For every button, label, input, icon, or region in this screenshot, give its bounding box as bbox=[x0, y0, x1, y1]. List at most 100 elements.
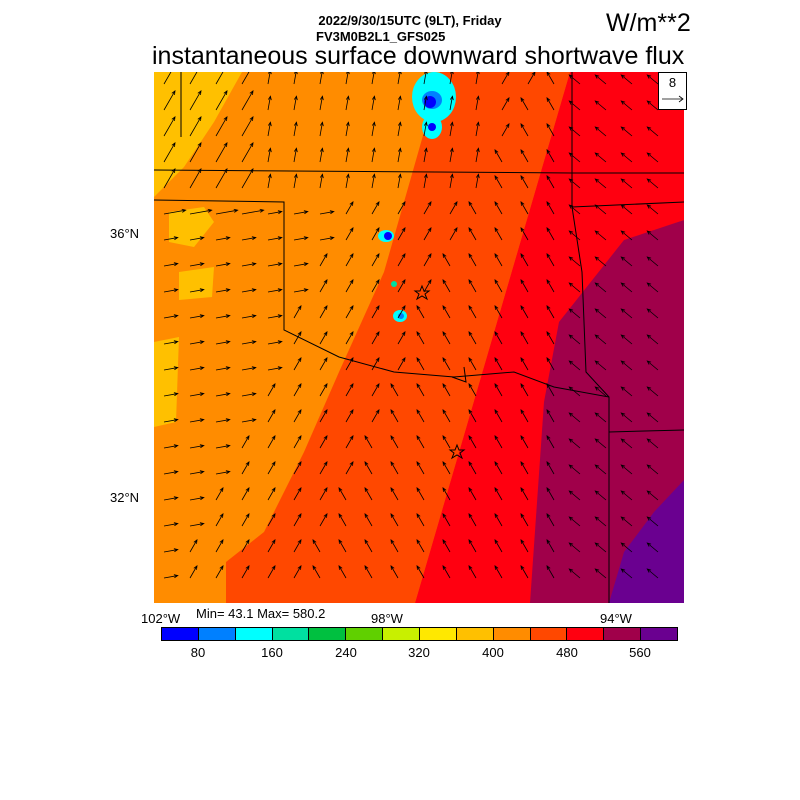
wind-arrow-icon bbox=[494, 148, 503, 163]
wind-arrow-icon bbox=[594, 334, 607, 345]
wind-arrow-icon bbox=[371, 200, 380, 215]
wind-arrow-icon bbox=[397, 121, 402, 137]
datetime-header: 2022/9/30/15UTC (9LT), Friday bbox=[318, 13, 502, 28]
wind-arrow-icon bbox=[468, 278, 477, 293]
wind-arrow-icon bbox=[189, 538, 198, 553]
wind-arrow-icon bbox=[371, 95, 376, 111]
wind-arrow-icon bbox=[215, 288, 231, 293]
wind-arrow-icon bbox=[442, 278, 451, 293]
wind-arrow-icon bbox=[494, 408, 503, 423]
wind-arrow-icon bbox=[163, 392, 179, 397]
wind-arrow-icon bbox=[546, 200, 555, 215]
wind-arrow-icon bbox=[215, 72, 224, 85]
wind-arrow-icon bbox=[646, 74, 659, 85]
wind-arrow-icon bbox=[241, 208, 265, 215]
wind-arrow-icon bbox=[442, 434, 451, 449]
wind-arrow-icon bbox=[468, 460, 477, 475]
wind-arrow-icon bbox=[468, 304, 477, 319]
wind-arrow-icon bbox=[345, 382, 354, 397]
wind-arrow-icon bbox=[293, 147, 298, 163]
wind-arrow-icon bbox=[468, 434, 477, 449]
wind-arrow-icon bbox=[267, 314, 283, 319]
wind-arrow-icon bbox=[293, 408, 302, 423]
wind-arrow-icon bbox=[494, 304, 503, 319]
wind-arrow-icon bbox=[345, 356, 354, 371]
wind-arrow-icon bbox=[423, 226, 432, 241]
wind-arrow-icon bbox=[397, 200, 406, 215]
colorbar-swatch bbox=[272, 628, 310, 640]
wind-arrow-icon bbox=[620, 412, 633, 423]
reference-vector-legend: 8 bbox=[658, 72, 687, 110]
wind-arrow-icon bbox=[520, 564, 529, 579]
wind-arrow-icon bbox=[364, 434, 373, 449]
colorbar-label: 160 bbox=[261, 645, 283, 660]
wind-arrow-icon bbox=[520, 278, 529, 293]
wind-arrow-icon bbox=[371, 173, 376, 189]
wind-arrow-icon bbox=[163, 116, 176, 137]
wind-arrow-icon bbox=[494, 512, 503, 527]
wind-arrow-icon bbox=[371, 147, 376, 163]
wind-arrow-icon bbox=[594, 490, 607, 501]
wind-arrow-icon bbox=[293, 512, 302, 527]
wind-arrow-icon bbox=[163, 522, 179, 527]
wind-arrow-icon bbox=[442, 486, 451, 501]
wind-arrow-icon bbox=[520, 382, 529, 397]
wind-arrow-icon bbox=[423, 72, 428, 85]
region-purple bbox=[609, 480, 684, 603]
wind-arrow-icon bbox=[646, 360, 659, 371]
wind-arrow-icon bbox=[546, 356, 555, 371]
wind-arrow-icon bbox=[189, 340, 205, 345]
wind-arrow-icon bbox=[293, 173, 298, 189]
wind-arrow-icon bbox=[267, 460, 276, 475]
region-red-orange bbox=[226, 72, 570, 603]
wind-arrow-icon bbox=[594, 568, 607, 579]
wind-arrow-icon bbox=[319, 512, 328, 527]
wind-arrow-icon bbox=[620, 516, 633, 527]
wind-arrow-icon bbox=[371, 330, 380, 345]
wind-arrow-icon bbox=[293, 121, 298, 137]
wind-arrow-icon bbox=[241, 564, 250, 579]
wind-arrow-icon bbox=[520, 226, 529, 241]
wind-arrow-icon bbox=[319, 95, 324, 111]
wind-arrow-icon bbox=[468, 252, 477, 267]
wind-arrow-icon bbox=[397, 252, 406, 267]
wind-arrow-icon bbox=[215, 314, 231, 319]
wind-arrow-icon bbox=[416, 486, 425, 501]
wind-arrow-icon bbox=[241, 236, 257, 241]
wind-arrow-icon bbox=[520, 460, 529, 475]
wind-arrow-icon bbox=[397, 95, 402, 111]
wind-arrow-icon bbox=[189, 72, 198, 85]
wind-arrow-icon bbox=[319, 460, 328, 475]
wind-arrow-icon bbox=[215, 208, 239, 215]
wind-arrow-icon bbox=[338, 564, 347, 579]
map-field bbox=[154, 72, 684, 603]
wind-arrow-icon bbox=[267, 121, 272, 137]
lon-label: 94°W bbox=[600, 611, 632, 626]
wind-arrow-icon bbox=[620, 360, 633, 371]
wind-arrow-icon bbox=[494, 564, 503, 579]
wind-arrow-icon bbox=[390, 460, 399, 475]
wind-arrow-icon bbox=[546, 72, 555, 85]
wind-arrow-icon bbox=[293, 288, 309, 293]
wind-arrow-icon bbox=[594, 386, 607, 397]
wind-arrow-icon bbox=[546, 278, 555, 293]
wind-arrow-icon bbox=[494, 200, 503, 215]
wind-arrow-icon bbox=[594, 126, 607, 137]
wind-arrow-icon bbox=[416, 434, 425, 449]
wind-arrow-icon bbox=[293, 72, 298, 85]
wind-arrow-icon bbox=[620, 100, 633, 111]
wind-arrow-icon bbox=[390, 486, 399, 501]
wind-arrow-icon bbox=[293, 304, 302, 319]
wind-arrow-icon bbox=[312, 538, 321, 553]
wind-arrow-icon bbox=[163, 142, 176, 163]
wind-arrow-icon bbox=[546, 382, 555, 397]
wind-arrow-icon bbox=[267, 382, 276, 397]
wind-arrow-icon bbox=[494, 382, 503, 397]
wind-arrow-icon bbox=[319, 408, 328, 423]
wind-arrow-icon bbox=[215, 564, 224, 579]
wind-arrow-icon bbox=[546, 564, 555, 579]
colorbar bbox=[161, 627, 678, 641]
wind-arrow-icon bbox=[620, 152, 633, 163]
wind-arrow-icon bbox=[594, 516, 607, 527]
wind-arrow-icon bbox=[189, 418, 205, 423]
